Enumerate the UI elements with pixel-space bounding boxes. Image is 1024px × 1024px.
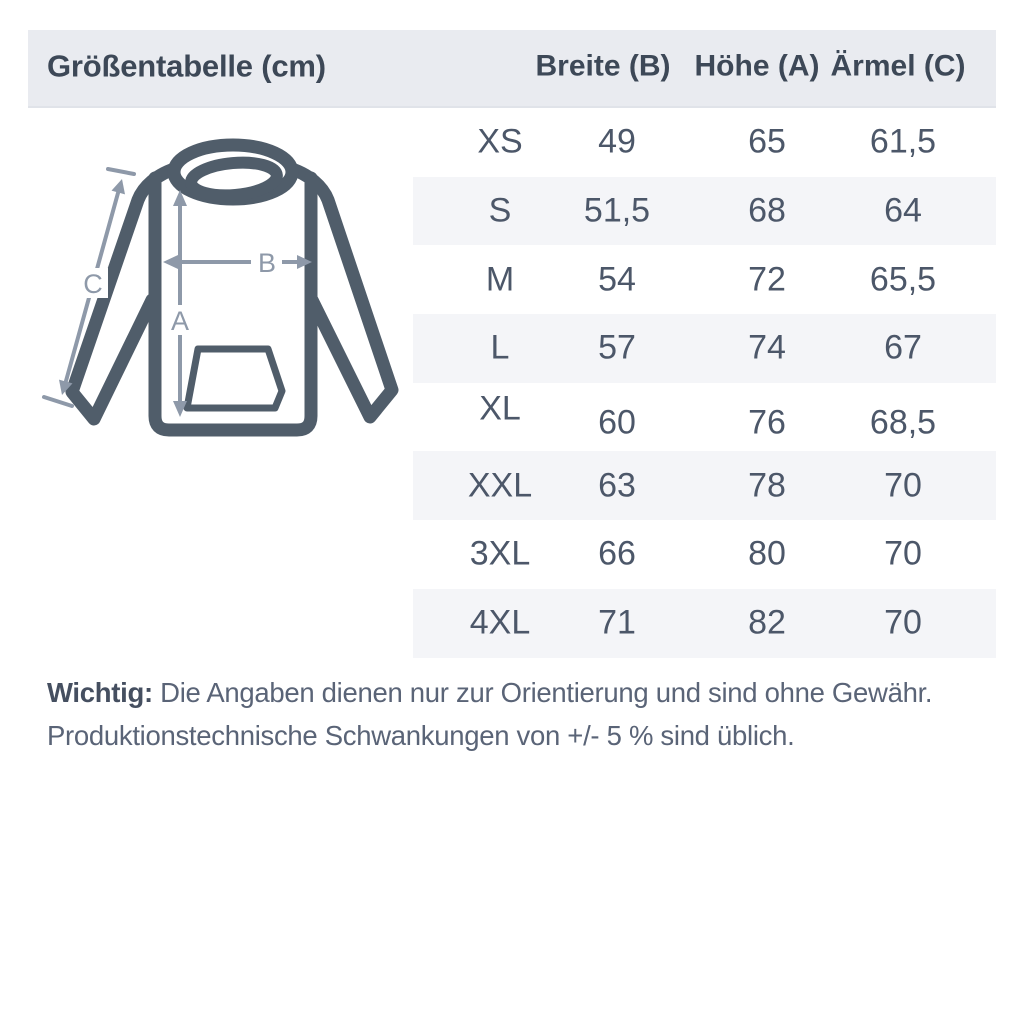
- hoehe-value: 82: [748, 603, 786, 642]
- hoehe-value: 80: [748, 534, 786, 573]
- table-row-3xl: 3XL 66 80 70: [413, 520, 996, 589]
- table-row-xxl: XXL 63 78 70: [413, 451, 996, 521]
- disclaimer-bold-word: Wichtig:: [47, 677, 153, 708]
- disclaimer-line-1-rest: Die Angaben dienen nur zur Orientierung …: [152, 677, 933, 708]
- table-row-s: S 51,5 68 64: [413, 176, 996, 246]
- breite-value: 71: [598, 603, 636, 642]
- aermel-value: 70: [884, 534, 922, 573]
- column-header-hoehe: Höhe (A): [694, 49, 820, 83]
- breite-value: 51,5: [583, 191, 651, 230]
- breite-value: 54: [598, 260, 636, 299]
- hoehe-value: 65: [748, 122, 786, 161]
- aermel-value: 70: [884, 466, 922, 505]
- hood-inner-ring: [185, 156, 283, 202]
- label-a: A: [171, 306, 189, 336]
- size-label: XL: [479, 389, 521, 428]
- dimension-arrow-b: [163, 255, 312, 269]
- table-row-l: L 57 74 67: [413, 314, 996, 383]
- aermel-value: 61,5: [869, 122, 937, 161]
- aermel-value: 67: [884, 328, 922, 367]
- aermel-value: 64: [884, 191, 922, 230]
- breite-value: 49: [598, 122, 636, 161]
- column-header-breite: Breite (B): [535, 49, 671, 83]
- table-row-m: M 54 72 65,5: [413, 245, 996, 315]
- aermel-value: 68,5: [869, 403, 937, 442]
- size-table: XS 49 65 61,5 S 51,5 68 64 M 54 72 65,5 …: [413, 108, 996, 658]
- hoehe-value: 68: [748, 191, 786, 230]
- right-sleeve-outline: [279, 160, 399, 424]
- label-b-backplate: [251, 247, 282, 277]
- breite-value: 66: [598, 534, 636, 573]
- hoehe-value: 78: [748, 466, 786, 505]
- label-a-backplate: [165, 305, 195, 335]
- disclaimer-line-2: Produktionstechnische Schwankungen von +…: [47, 720, 795, 751]
- column-header-aermel: Ärmel (C): [830, 49, 966, 83]
- table-row-xl: XL 60 76 68,5: [413, 382, 996, 452]
- hoehe-value: 72: [748, 260, 786, 299]
- breite-value: 57: [598, 328, 636, 367]
- disclaimer-line-1: Wichtig: Die Angaben dienen nur zur Orie…: [47, 671, 977, 714]
- hoehe-value: 76: [748, 403, 786, 442]
- page-title: Größentabelle (cm): [47, 48, 326, 84]
- aermel-value: 70: [884, 603, 922, 642]
- dimension-arrow-a: [173, 190, 187, 417]
- label-c-backplate: [78, 268, 108, 298]
- size-label: 3XL: [469, 534, 531, 573]
- size-label: S: [488, 191, 512, 230]
- size-label: M: [485, 260, 515, 299]
- hoehe-value: 74: [748, 328, 786, 367]
- table-row-4xl: 4XL 71 82 70: [413, 588, 996, 658]
- label-b: B: [258, 248, 276, 278]
- pocket-outline: [183, 345, 286, 412]
- table-row-xs: XS 49 65 61,5: [413, 108, 996, 177]
- size-label: XS: [477, 122, 523, 161]
- size-label: L: [490, 328, 510, 367]
- breite-value: 63: [598, 466, 636, 505]
- disclaimer-text: Wichtig: Die Angaben dienen nur zur Orie…: [47, 671, 977, 757]
- size-label: 4XL: [469, 603, 531, 642]
- hoodie-measurement-diagram: A B C: [42, 138, 399, 437]
- table-header-band: Größentabelle (cm) Breite (B) Höhe (A) Ä…: [28, 30, 996, 108]
- body-outline: [148, 171, 318, 437]
- aermel-value: 65,5: [869, 260, 937, 299]
- breite-value: 60: [598, 403, 636, 442]
- label-c: C: [83, 269, 103, 299]
- size-label: XXL: [467, 466, 533, 505]
